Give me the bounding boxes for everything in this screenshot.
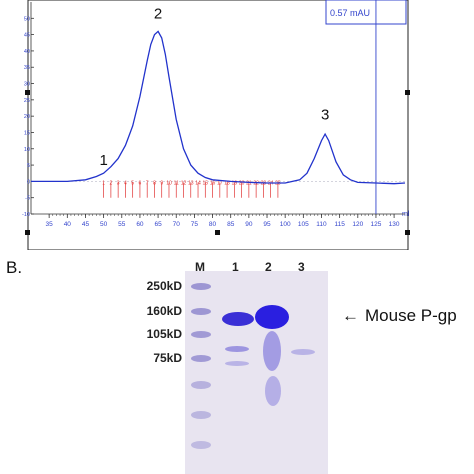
- x-tick-label: 85: [227, 221, 235, 228]
- x-tick-label: 110: [316, 221, 327, 228]
- x-tick-label: 45: [82, 221, 90, 228]
- fraction-label: 20: [239, 180, 245, 186]
- x-tick-label: 70: [173, 221, 181, 228]
- fraction-label: 11: [174, 180, 179, 186]
- x-tick-label: 65: [154, 221, 162, 228]
- fraction-label: 1: [102, 180, 105, 186]
- y-tick-label: 45: [24, 33, 30, 39]
- peak-label: 2: [154, 5, 162, 22]
- x-tick-label: 105: [298, 221, 309, 228]
- lane-label: 2: [265, 260, 272, 274]
- fraction-label: 9: [160, 180, 163, 186]
- y-tick-label: 35: [24, 65, 30, 71]
- y-tick-label: 40: [24, 49, 30, 55]
- fraction-label: 19: [232, 180, 238, 186]
- fraction-label: 18: [224, 180, 230, 186]
- fraction-label: 14: [195, 180, 201, 186]
- gel-background: [185, 271, 328, 474]
- x-tick-label: 60: [136, 221, 144, 228]
- frame-handle: [25, 90, 30, 95]
- marker-band: [191, 308, 211, 315]
- y-tick-label: 5: [27, 163, 30, 169]
- y-tick-label: 50: [24, 16, 30, 22]
- lane-label: 3: [298, 260, 305, 274]
- marker-band: [191, 441, 211, 449]
- peak-label: 3: [321, 106, 329, 123]
- fraction-label: 12: [181, 180, 187, 186]
- fraction-label: 7: [146, 180, 149, 186]
- y-tick-label: 30: [24, 82, 30, 88]
- marker-label: 160kD: [146, 304, 182, 318]
- y-tick-label: 10: [24, 147, 30, 153]
- lane-1-minor-band: [225, 346, 249, 352]
- panel-label-b: B.: [6, 258, 23, 277]
- y-tick-label: 0: [27, 179, 30, 185]
- fraction-label: 17: [217, 180, 223, 186]
- marker-label: 250kD: [146, 279, 182, 293]
- lane-1-minor-band: [225, 361, 249, 366]
- readout-text: 0.57 mAU: [330, 8, 370, 18]
- y-tick-label: 25: [24, 98, 30, 104]
- fraction-label: 5: [131, 180, 134, 186]
- y-tick-label: 20: [24, 114, 30, 120]
- lane-2-smear: [265, 376, 281, 406]
- lane-label: M: [195, 260, 205, 274]
- marker-band: [191, 355, 211, 362]
- fraction-label: 21: [246, 180, 252, 186]
- readout-box: [325, 0, 407, 25]
- x-tick-label: 125: [371, 221, 382, 228]
- pgp-annotation: ← Mouse P-gp: [342, 306, 457, 326]
- x-tick-label: 35: [46, 221, 54, 228]
- x-tick-label: 100: [280, 221, 291, 228]
- fraction-label: 6: [139, 180, 142, 186]
- frame-handle: [25, 230, 30, 235]
- marker-band: [191, 381, 211, 389]
- lane-3-band: [291, 349, 315, 355]
- peak-label: 1: [99, 152, 107, 169]
- fraction-label: 13: [188, 180, 194, 186]
- fraction-label: 22: [253, 180, 259, 186]
- frame-handle: [405, 230, 410, 235]
- y-tick-label: 15: [24, 130, 30, 136]
- frame-handle: [405, 90, 410, 95]
- marker-band: [191, 411, 211, 419]
- pgp-annotation-text: Mouse P-gp: [365, 306, 457, 325]
- fraction-label: 4: [124, 180, 127, 186]
- frame-handle: [215, 230, 220, 235]
- plot-frame: [27, 0, 409, 250]
- x-tick-label: 90: [245, 221, 253, 228]
- fraction-label: 2: [109, 180, 112, 186]
- y-tick-label: -5: [25, 196, 30, 202]
- fraction-label: 15: [203, 180, 209, 186]
- fraction-label: 8: [153, 180, 156, 186]
- uv-absorbance-line: [31, 30, 406, 185]
- x-tick-label: 50: [100, 221, 108, 228]
- x-tick-label: 40: [64, 221, 72, 228]
- lane-1-pgp-band: [222, 312, 254, 326]
- marker-band: [191, 331, 211, 338]
- lane-label: 1: [232, 260, 239, 274]
- x-tick-label: 55: [118, 221, 126, 228]
- fraction-label: 16: [210, 180, 216, 186]
- marker-band: [191, 283, 211, 290]
- x-tick-label: 130: [389, 221, 400, 228]
- x-tick-label: 115: [334, 221, 345, 228]
- fraction-label: 10: [166, 180, 172, 186]
- marker-label: 105kD: [146, 327, 182, 341]
- arrow-left-icon: ←: [342, 306, 359, 325]
- y-tick-label: -10: [22, 212, 30, 218]
- marker-label: 75kD: [153, 351, 182, 365]
- x-tick-label: 95: [263, 221, 271, 228]
- x-tick-label: 80: [209, 221, 217, 228]
- x-tick-label: 75: [191, 221, 199, 228]
- lane-2-pgp-band: [255, 305, 289, 329]
- x-axis-label: ml: [402, 211, 410, 218]
- lane-2-smear: [263, 331, 281, 371]
- x-tick-label: 120: [352, 221, 363, 228]
- fraction-label: 3: [117, 180, 120, 186]
